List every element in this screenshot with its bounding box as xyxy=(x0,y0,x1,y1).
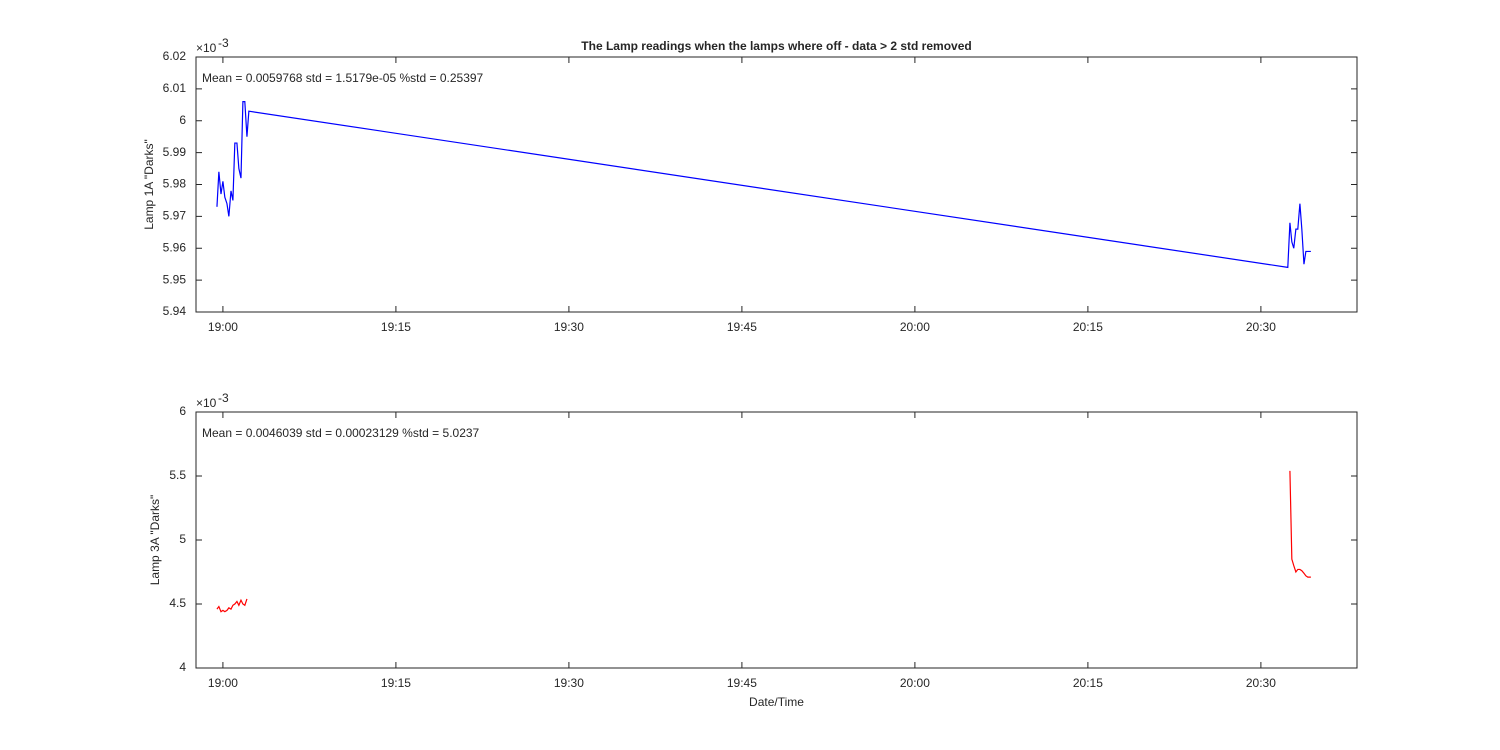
y-tick-label: 5.5 xyxy=(169,468,186,482)
annotation: Mean = 0.0059768 std = 1.5179e-05 %std =… xyxy=(202,71,484,85)
y-tick-label: 6 xyxy=(179,113,186,127)
exponent: -3 xyxy=(218,391,229,405)
y-tick-label: 5.98 xyxy=(163,177,187,191)
x-tick-label: 20:15 xyxy=(1073,676,1103,690)
annotation: Mean = 0.0046039 std = 0.00023129 %std =… xyxy=(202,426,480,440)
x-tick-label: 19:00 xyxy=(208,676,238,690)
y-tick-label: 6 xyxy=(179,404,186,418)
x-tick-label: 20:00 xyxy=(900,676,930,690)
y-tick-label: 5 xyxy=(179,532,186,546)
exponent: -3 xyxy=(218,36,229,50)
y-tick-label: 5.97 xyxy=(163,209,187,223)
y-tick-label: 5.95 xyxy=(163,272,187,286)
x-tick-label: 20:30 xyxy=(1246,320,1276,334)
y-tick-label: 6.02 xyxy=(163,49,187,63)
chart-title: The Lamp readings when the lamps where o… xyxy=(581,39,971,53)
x-tick-label: 19:45 xyxy=(727,676,757,690)
x-tick-label: 19:30 xyxy=(554,676,584,690)
x-tick-label: 19:30 xyxy=(554,320,584,334)
x-tick-label: 19:00 xyxy=(208,320,238,334)
x-tick-label: 19:15 xyxy=(381,676,411,690)
data-line xyxy=(216,101,1311,269)
x-tick-label: 20:00 xyxy=(900,320,930,334)
y-tick-label: 5.94 xyxy=(163,304,187,318)
y-tick-label: 5.99 xyxy=(163,145,187,159)
y-tick-label: 6.01 xyxy=(163,81,187,95)
x-tick-label: 20:15 xyxy=(1073,320,1103,334)
x-axis-label: Date/Time xyxy=(749,695,804,709)
axes-box xyxy=(195,411,1358,669)
x-tick-label: 20:30 xyxy=(1246,676,1276,690)
y-tick-label: 4.5 xyxy=(169,596,186,610)
x-tick-label: 19:15 xyxy=(381,320,411,334)
y-axis-label: Lamp 3A "Darks" xyxy=(148,495,162,586)
y-axis-label: Lamp 1A "Darks" xyxy=(142,139,156,230)
y-tick-label: 4 xyxy=(179,660,186,674)
y-tick-label: 5.96 xyxy=(163,240,187,254)
axes-box xyxy=(195,56,1358,313)
data-line xyxy=(216,470,1311,613)
exponent-base: ×10 xyxy=(196,41,217,55)
x-tick-label: 19:45 xyxy=(727,320,757,334)
exponent-base: ×10 xyxy=(196,396,217,410)
